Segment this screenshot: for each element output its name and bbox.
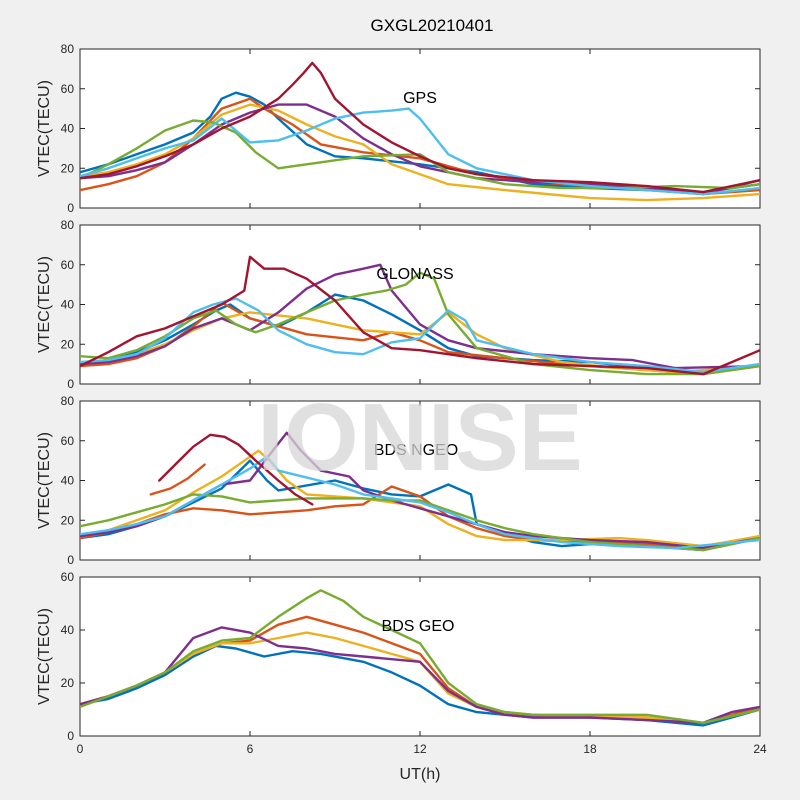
x-axis-title: UT(h) <box>400 766 441 783</box>
y-tick-label: 60 <box>61 570 75 584</box>
series-line-3 <box>80 449 760 548</box>
y-tick-label: 40 <box>61 623 75 637</box>
y-tick-label: 40 <box>61 474 75 488</box>
series-line-7 <box>80 61 760 194</box>
series-line-1 <box>80 293 760 376</box>
y-tick-label: 60 <box>61 434 75 448</box>
figure-title: GXGL20210401 <box>371 16 494 35</box>
panel-label: BDS GEO <box>382 618 455 635</box>
plot-area <box>79 48 761 209</box>
series-line-7 <box>80 255 760 376</box>
y-tick-label: 40 <box>61 122 75 136</box>
y-tick-label: 0 <box>67 729 74 743</box>
plot-area <box>79 576 761 737</box>
series-line-5 <box>80 271 760 376</box>
plot-area <box>79 224 761 385</box>
y-tick-label: 20 <box>61 513 75 527</box>
watermark: IONISE <box>257 384 582 491</box>
y-tick-label: 0 <box>67 377 74 391</box>
y-tick-label: 80 <box>61 42 75 56</box>
x-tick-label: 18 <box>583 742 597 756</box>
series-line-6 <box>80 107 760 196</box>
series-line-4 <box>80 626 760 724</box>
plot-area <box>79 400 761 561</box>
y-tick-label: 60 <box>61 258 75 272</box>
y-axis-title: VTEC(TECU) <box>36 256 53 353</box>
y-axis-title: VTEC(TECU) <box>36 80 53 177</box>
y-tick-label: 0 <box>67 553 74 567</box>
y-axis-title: VTEC(TECU) <box>36 432 53 529</box>
series-group <box>80 255 760 376</box>
y-tick-label: 20 <box>61 161 75 175</box>
series-line-8 <box>149 463 206 496</box>
x-tick-label: 24 <box>753 742 767 756</box>
subplot-bds-geo: 0 20 40 60 0 6 12 18 24 VTEC(TECU) BDS GEO <box>36 570 767 756</box>
series-line-7 <box>158 433 314 506</box>
series-line-1 <box>80 91 760 194</box>
y-tick-label: 60 <box>61 82 75 96</box>
series-line-4 <box>80 103 760 196</box>
y-tick-label: 80 <box>61 218 75 232</box>
series-line-6 <box>80 297 760 374</box>
panel-label: GLONASS <box>376 266 453 283</box>
y-tick-label: 20 <box>61 676 75 690</box>
panel-label: GPS <box>403 90 437 107</box>
y-tick-label: 40 <box>61 298 75 312</box>
subplot-glonass: 0 20 40 60 80 VTEC(TECU) GLONASS <box>36 218 761 391</box>
y-tick-label: 80 <box>61 394 75 408</box>
series-line-5 <box>80 589 760 724</box>
y-axis-title: VTEC(TECU) <box>36 608 53 705</box>
y-tick-label: 20 <box>61 337 75 351</box>
series-line-6 <box>80 455 760 550</box>
x-tick-label: 6 <box>247 742 254 756</box>
panel-label: BDS NGEO <box>374 442 458 459</box>
series-group <box>80 431 760 552</box>
x-tick-label: 12 <box>413 742 427 756</box>
y-tick-label: 0 <box>67 201 74 215</box>
series-line-4 <box>80 263 760 370</box>
subplot-gps: 0 20 40 60 80 VTEC(TECU) GPS <box>36 42 761 215</box>
series-group <box>80 61 760 202</box>
subplot-bds-ngeo: 0 20 40 60 80 VTEC(TECU) BDS NGEO <box>36 394 761 567</box>
x-tick-label: 0 <box>77 742 84 756</box>
series-line-3 <box>80 103 760 202</box>
series-line-3 <box>80 311 760 374</box>
series-line-5 <box>80 493 760 552</box>
series-group <box>80 589 760 727</box>
